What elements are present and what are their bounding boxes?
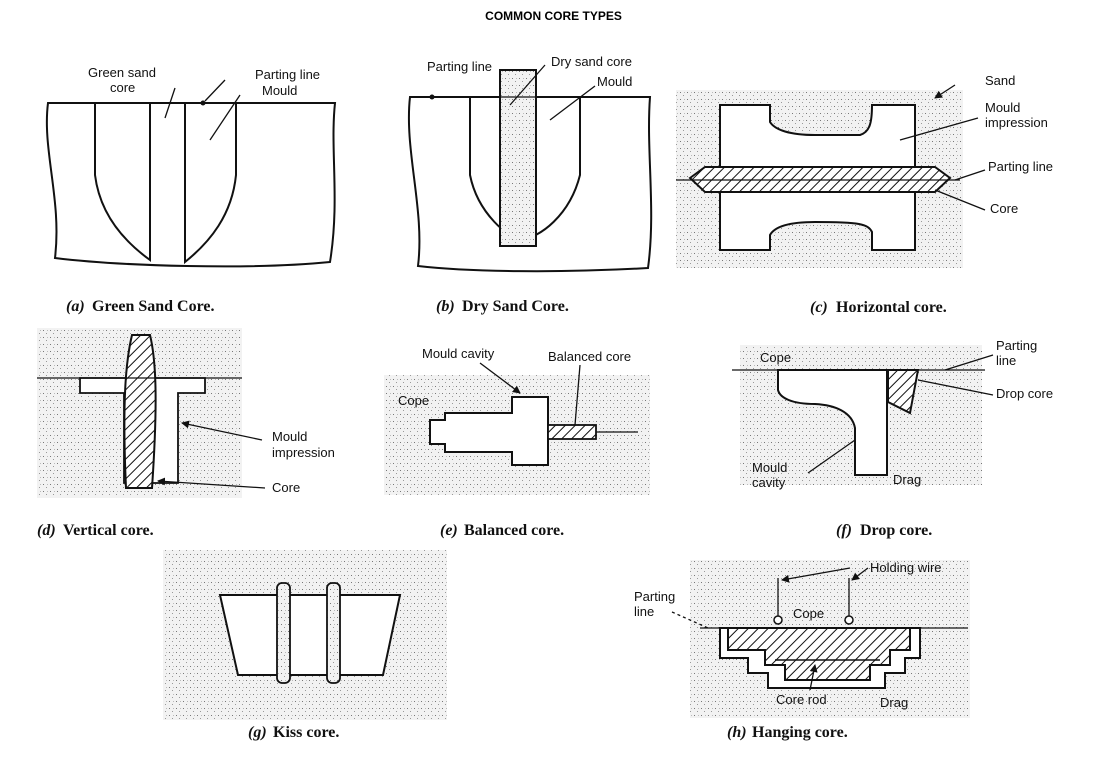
mould-cavity xyxy=(429,396,549,466)
kiss-core-left xyxy=(276,582,291,684)
caption: Hanging core. xyxy=(752,724,848,741)
balanced-core xyxy=(547,424,597,440)
caption-letter: (b) xyxy=(436,298,455,315)
label-cope: Cope xyxy=(760,350,791,365)
label-parting-line: Parting line xyxy=(427,59,492,74)
panel-g-kiss-core: (g) Kiss core. xyxy=(163,550,447,741)
caption-letter: (h) xyxy=(727,724,747,741)
label-mould-impression-2: impression xyxy=(985,115,1048,130)
panel-e-balanced-core: Mould cavity Balanced core Cope (e) Bala… xyxy=(384,346,650,539)
label-cope: Cope xyxy=(398,393,429,408)
caption-letter: (c) xyxy=(810,299,828,316)
label-mould-impression-2: impression xyxy=(272,445,335,460)
label-parting-line: Parting line xyxy=(988,159,1053,174)
mould-body xyxy=(407,96,653,273)
caption: Horizontal core. xyxy=(836,299,947,316)
page-title: COMMON CORE TYPES xyxy=(485,9,622,23)
label-parting-line-1: Parting xyxy=(634,589,675,604)
cavity xyxy=(94,102,151,262)
label-mould-cavity-2: cavity xyxy=(752,475,786,490)
label-drop-core: Drop core xyxy=(996,386,1053,401)
caption-letter: (a) xyxy=(66,298,85,315)
kiss-core-right xyxy=(326,582,341,684)
label-holding-wire: Holding wire xyxy=(870,560,942,575)
label-parting-line-2: line xyxy=(634,604,654,619)
hanging-core xyxy=(727,627,911,681)
label-parting-line-1: Parting xyxy=(996,338,1037,353)
label-mould-impression-1: Mould xyxy=(985,100,1020,115)
panel-c-horizontal-core: Sand Mould impression Parting line Core … xyxy=(676,73,1053,316)
label-core: Core xyxy=(272,480,300,495)
mould-cavity xyxy=(777,369,888,476)
caption-letter: (f) xyxy=(836,522,852,539)
caption: Balanced core. xyxy=(464,522,564,539)
label-green-sand-core: Green sand xyxy=(88,65,156,80)
mould-body xyxy=(45,102,337,268)
panel-a-green-sand-core: Green sand core Parting line Mould (a) G… xyxy=(45,65,337,315)
label-mould-impression-1: Mould xyxy=(272,429,307,444)
dry-sand-core xyxy=(499,69,537,247)
label-mould: Mould xyxy=(262,83,297,98)
caption: Drop core. xyxy=(860,522,932,539)
label-mould: Mould xyxy=(597,74,632,89)
vertical-core xyxy=(123,334,157,489)
label-drag: Drag xyxy=(893,472,921,487)
caption: Vertical core. xyxy=(63,522,154,539)
label-dry-sand-core: Dry sand core xyxy=(551,54,632,69)
panel-h-hanging-core: Holding wire Parting line Cope Core rod … xyxy=(634,560,970,741)
caption-letter: (d) xyxy=(37,522,56,539)
panel-d-vertical-core: Mould impression Core (d) Vertical core. xyxy=(37,328,335,539)
mould-cavity xyxy=(218,594,402,676)
panel-f-drop-core: Cope Parting line Drop core Mould cavity… xyxy=(732,338,1053,539)
label-mould-cavity-1: Mould xyxy=(752,460,787,475)
caption: Dry Sand Core. xyxy=(462,298,569,315)
label-cope: Cope xyxy=(793,606,824,621)
label-parting-line: Parting line xyxy=(255,67,320,82)
label-sand: Sand xyxy=(985,73,1015,88)
label-core: Core xyxy=(990,201,1018,216)
caption-letter: (g) xyxy=(248,724,267,741)
label-core-rod: Core rod xyxy=(776,692,827,707)
label-drag: Drag xyxy=(880,695,908,710)
caption: Kiss core. xyxy=(273,724,339,741)
label-green-sand-core-2: core xyxy=(110,80,135,95)
caption-letter: (e) xyxy=(440,522,458,539)
label-balanced-core: Balanced core xyxy=(548,349,631,364)
caption: Green Sand Core. xyxy=(92,298,215,315)
label-parting-line-2: line xyxy=(996,353,1016,368)
label-mould-cavity: Mould cavity xyxy=(422,346,495,361)
panel-b-dry-sand-core: Parting line Dry sand core Mould (b) Dry… xyxy=(407,54,653,315)
cavity-right xyxy=(184,102,237,265)
